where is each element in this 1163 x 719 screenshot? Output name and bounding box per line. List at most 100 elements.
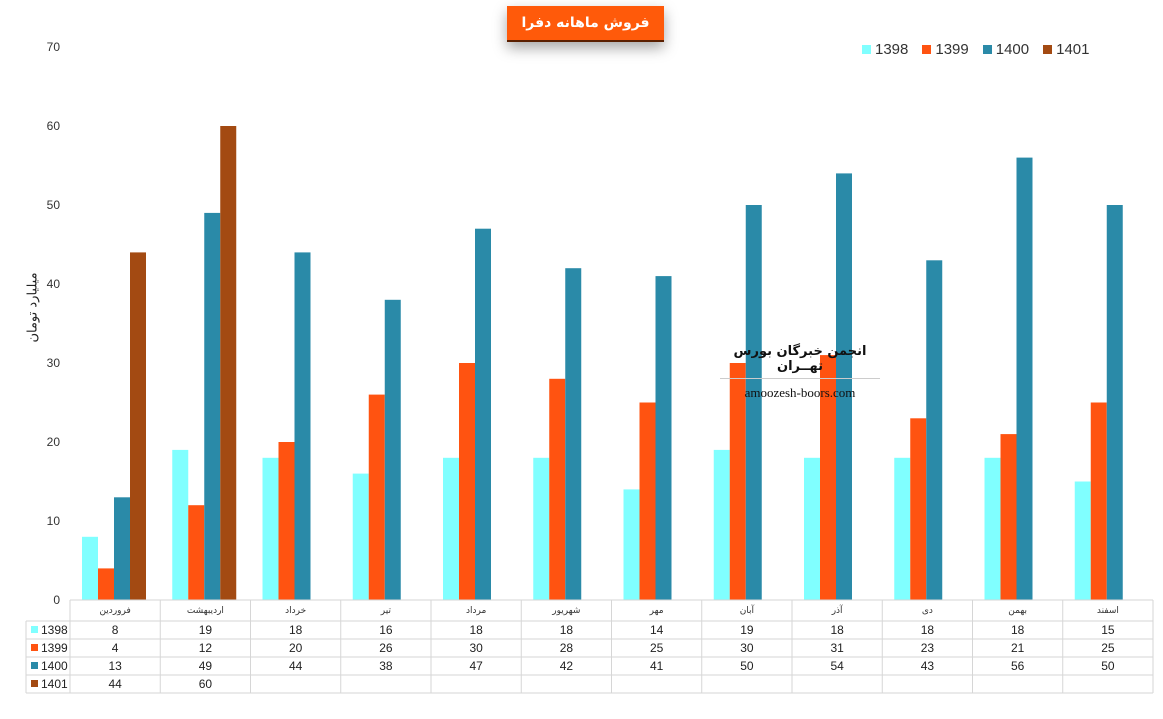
legend-swatch	[862, 44, 871, 54]
bar-1400-8	[745, 205, 762, 600]
data-cell: 18	[1011, 623, 1025, 637]
bar-1400-2	[204, 212, 221, 600]
series-label: 1399	[41, 641, 68, 655]
bar-1398-3	[262, 457, 279, 600]
data-cell: 15	[1101, 623, 1115, 637]
y-tick-label: 50	[47, 198, 61, 212]
legend-label: 1399	[935, 40, 969, 58]
data-cell: 44	[289, 659, 303, 673]
bar-1400-4	[384, 299, 401, 600]
legend-label: 1401	[1056, 40, 1090, 58]
bar-1398-1	[82, 536, 98, 600]
data-cell: 44	[108, 677, 122, 691]
watermark-url: amoozesh-boors.com	[744, 385, 856, 400]
data-cell: 20	[289, 641, 303, 655]
bar-1400-11	[1016, 157, 1033, 600]
data-cell: 26	[379, 641, 393, 655]
bar-1399-1	[98, 568, 114, 600]
y-tick-label: 0	[53, 593, 60, 607]
data-cell: 49	[199, 659, 213, 673]
bar-1398-9	[804, 457, 820, 600]
category-label: آذر	[831, 604, 843, 616]
watermark: انجمن خبرگان بورس تهــران amoozesh-boors…	[720, 344, 880, 401]
data-cell: 30	[740, 641, 754, 655]
data-cell: 50	[1101, 659, 1115, 673]
bar-1400-9	[836, 173, 852, 600]
data-cell: 30	[469, 641, 483, 655]
bar-1399-9	[820, 355, 836, 600]
data-cell: 25	[650, 641, 664, 655]
bar-1399-7	[639, 402, 656, 600]
data-cell: 43	[921, 659, 935, 673]
bar-1398-4	[352, 473, 369, 600]
category-label: آبان	[740, 604, 755, 616]
data-cell: 23	[921, 641, 935, 655]
bar-1400-3	[294, 252, 311, 600]
watermark-title: انجمن خبرگان بورس تهــران	[720, 344, 880, 379]
y-tick-label: 20	[47, 435, 61, 449]
data-cell: 13	[108, 659, 122, 673]
data-cell: 18	[921, 623, 935, 637]
series-key-1398	[31, 626, 38, 633]
bar-1398-2	[172, 449, 189, 600]
bar-1400-12	[1106, 205, 1123, 600]
bar-1398-6	[533, 457, 550, 600]
data-cell: 54	[830, 659, 844, 673]
bar-1398-10	[894, 457, 911, 600]
bar-1400-10	[926, 260, 943, 600]
category-label: اردیبهشت	[187, 606, 224, 616]
bar-1398-8	[713, 449, 730, 600]
legend-swatch	[982, 44, 992, 54]
data-cell: 28	[560, 641, 574, 655]
bar-1398-5	[443, 457, 459, 600]
data-cell: 31	[830, 641, 844, 655]
legend-item-1401: 1401	[1043, 40, 1090, 58]
bar-1401-2	[220, 126, 237, 600]
bar-1399-6	[549, 378, 566, 600]
data-cell: 47	[469, 659, 483, 673]
data-cell: 18	[560, 623, 574, 637]
data-cell: 8	[112, 623, 119, 637]
bar-1399-3	[278, 442, 295, 600]
data-cell: 56	[1011, 659, 1025, 673]
category-label: دی	[922, 606, 933, 616]
bar-1399-4	[368, 394, 385, 600]
legend-swatch	[922, 44, 932, 54]
y-tick-label: 60	[47, 119, 61, 133]
legend-item-1398: 1398	[862, 41, 908, 58]
category-label: شهریور	[551, 606, 580, 616]
bar-1399-5	[459, 363, 475, 600]
bar-1401-1	[130, 252, 146, 600]
category-label: اسفند	[1097, 606, 1119, 616]
data-cell: 25	[1101, 641, 1115, 655]
bar-1400-7	[655, 276, 672, 600]
bar-1398-12	[1074, 481, 1091, 600]
chart-title: فروش ماهانه دفرا	[507, 6, 664, 42]
data-cell: 38	[379, 659, 393, 673]
data-cell: 16	[379, 623, 393, 637]
category-label: تیر	[380, 606, 392, 616]
legend-label: 1400	[995, 40, 1030, 58]
data-cell: 18	[289, 623, 303, 637]
legend-label: 1398	[875, 40, 909, 58]
chart-legend: 1398 1399 1400 1401	[862, 38, 1090, 60]
data-cell: 12	[199, 641, 213, 655]
series-label: 1401	[41, 677, 68, 691]
y-axis-label: میلیارد تومان	[25, 272, 41, 343]
data-cell: 41	[650, 659, 664, 673]
bar-1398-7	[623, 489, 640, 600]
y-tick-label: 10	[47, 514, 61, 528]
data-cell: 60	[199, 677, 213, 691]
legend-swatch	[1043, 44, 1053, 54]
bar-1400-6	[565, 268, 582, 600]
data-cell: 19	[740, 623, 754, 637]
bar-1398-11	[984, 457, 1001, 600]
bar-1399-2	[188, 505, 205, 600]
category-label: خرداد	[285, 606, 306, 616]
series-label: 1398	[41, 623, 68, 637]
data-cell: 21	[1011, 641, 1025, 655]
y-tick-label: 70	[47, 40, 61, 54]
bar-1399-8	[729, 363, 746, 600]
y-tick-label: 30	[47, 356, 61, 370]
